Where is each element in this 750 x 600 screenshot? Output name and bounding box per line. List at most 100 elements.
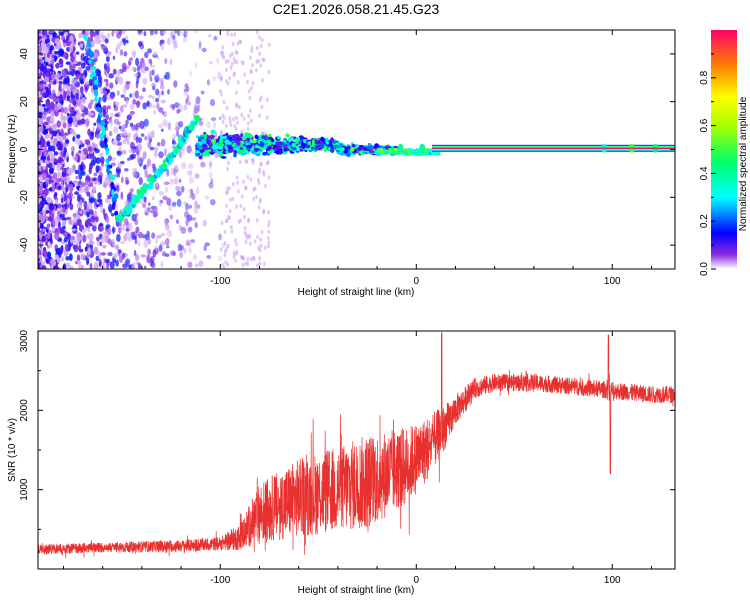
spectrogram-band-point	[276, 145, 283, 149]
spectrogram-band-point	[389, 152, 395, 157]
spectrogram-panel: -100 0 100 -40 -20 0 20 40 Height of straight l…	[7, 29, 676, 298]
spectrogram-speckle	[116, 32, 122, 39]
spectrogram-speckle	[150, 210, 156, 214]
spectrogram-speckle	[93, 246, 99, 255]
spectrogram-band-point	[339, 147, 345, 152]
spectrogram-speckle	[230, 229, 234, 234]
spectrogram-speckle	[95, 255, 100, 262]
spectrogram-speckle	[82, 234, 87, 243]
spectrogram-speckle	[154, 150, 158, 158]
spectrogram-speckle	[147, 141, 152, 149]
spectrogram-speckle	[41, 197, 45, 202]
spectrogram-speckle	[255, 45, 259, 51]
spectrogram-speckle	[107, 199, 112, 205]
spectrogram-band-point	[411, 149, 416, 153]
spectrogram-speckle	[48, 94, 55, 99]
spectrogram-band-point	[285, 148, 290, 152]
spectrogram-speckle	[51, 123, 58, 131]
spectrogram-speckle	[61, 69, 65, 76]
spectrogram-speckle	[111, 156, 116, 162]
spectrogram-speckle	[174, 126, 180, 131]
spectrogram-band-point	[226, 143, 232, 148]
spectrogram-speckle	[228, 119, 232, 124]
spectrogram-speckle	[38, 111, 43, 119]
spectrogram-speckle	[156, 234, 162, 239]
spectrogram-speckle	[66, 233, 72, 240]
spectrogram-speckle	[38, 105, 43, 111]
spectrogram-speckle	[148, 202, 151, 207]
spectrogram-speckle	[78, 144, 82, 150]
spectrogram-xtick-label: -100	[210, 276, 230, 287]
spectrogram-carrier-bulge	[397, 143, 404, 153]
spectrogram-band-point	[346, 152, 351, 158]
snr-series-line	[38, 332, 675, 559]
spectrogram-speckle	[80, 182, 86, 188]
spectrogram-speckle	[267, 175, 271, 180]
spectrogram-band-point	[194, 150, 201, 154]
spectrogram-speckle	[198, 41, 202, 50]
spectrogram-band-point	[264, 144, 268, 148]
spectrogram-speckle	[105, 224, 111, 229]
spectrogram-speckle	[206, 121, 211, 129]
spectrogram-speckle	[255, 59, 259, 64]
spectrogram-speckle	[156, 102, 160, 110]
spectrogram-speckle	[143, 118, 149, 127]
spectrogram-speckle	[64, 31, 68, 36]
spectrogram-speckle	[221, 120, 225, 125]
spectrogram-speckle	[78, 186, 85, 193]
snr-ytick-label: 2000	[19, 399, 30, 422]
spectrogram-speckle	[70, 235, 76, 241]
spectrogram-band-point	[234, 137, 240, 141]
spectrogram-speckle	[164, 219, 169, 227]
spectrogram-speckle	[102, 105, 107, 111]
spectrogram-speckle	[232, 254, 236, 259]
spectrogram-speckle	[176, 198, 182, 208]
spectrogram-speckle	[77, 119, 81, 125]
spectrogram-speckle	[150, 64, 156, 68]
spectrogram-speckle	[123, 38, 126, 46]
spectrogram-speckle	[197, 204, 201, 209]
spectrogram-speckle	[66, 91, 70, 96]
spectrogram-speckle	[169, 58, 173, 66]
spectrogram-speckle	[246, 121, 250, 126]
spectrogram-speckle	[125, 258, 131, 265]
spectrogram-speckle	[66, 197, 71, 205]
spectrogram-band-point	[325, 141, 329, 145]
spectrogram-band-point	[314, 139, 319, 145]
spectrogram-speckle	[142, 201, 147, 206]
spectrogram-speckle	[222, 100, 226, 105]
spectrogram-speckle	[41, 235, 47, 242]
spectrogram-speckle	[191, 193, 196, 201]
spectrogram-carrier-bulge	[419, 143, 426, 153]
spectrogram-speckle	[230, 61, 234, 67]
spectrogram-speckle	[239, 39, 243, 44]
spectrogram-speckle	[255, 30, 259, 35]
spectrogram-band-point	[306, 144, 311, 149]
spectrogram-speckle	[163, 30, 167, 35]
spectrogram-speckle	[201, 47, 207, 53]
spectrogram-speckle	[154, 206, 158, 213]
spectrogram-speckle	[243, 72, 247, 77]
spectrogram-speckle	[256, 263, 259, 268]
colorbar-tick-label: 0.0	[699, 262, 710, 276]
spectrogram-speckle	[265, 115, 269, 120]
spectrogram-speckle	[185, 218, 189, 227]
spectrogram-band-point	[252, 151, 258, 155]
spectrogram-speckle	[249, 55, 252, 60]
spectrogram-band-point	[209, 134, 216, 139]
spectrogram-speckle	[128, 191, 133, 198]
spectrogram-speckle	[203, 245, 207, 252]
spectrogram-speckle	[60, 166, 64, 170]
spectrogram-speckle	[151, 163, 156, 169]
spectrogram-band-point	[267, 145, 272, 150]
snr-xlabel: Height of straight line (km)	[298, 585, 415, 596]
spectrogram-speckle	[155, 73, 160, 78]
spectrogram-speckle	[204, 242, 210, 247]
spectrogram-speckle	[165, 238, 170, 246]
spectrogram-speckle	[38, 90, 41, 98]
spectrogram-speckle	[223, 252, 227, 258]
spectrogram-speckle	[267, 240, 271, 245]
spectrogram-speckle	[219, 234, 222, 240]
spectrogram-speckle	[179, 153, 183, 160]
spectrogram-band-point	[350, 146, 355, 152]
